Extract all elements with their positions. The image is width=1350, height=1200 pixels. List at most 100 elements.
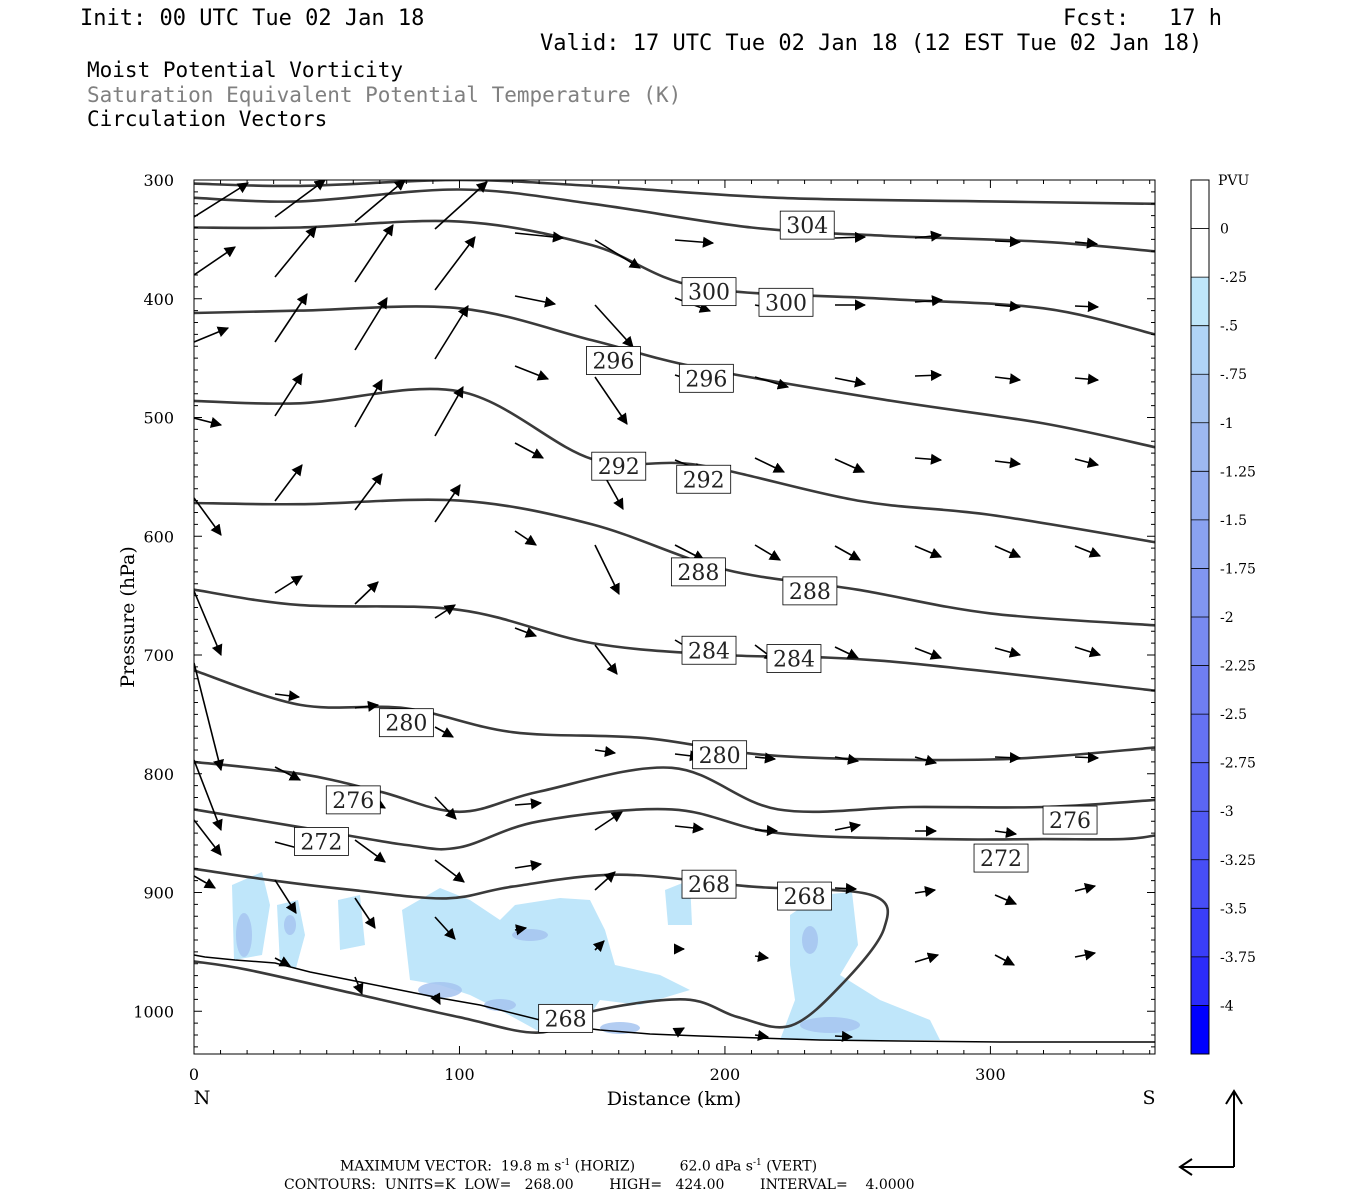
colorbar-swatch xyxy=(1191,471,1209,521)
colorbar-level-label: 0 xyxy=(1220,222,1229,238)
circulation-vector xyxy=(594,644,618,675)
colorbar-unit: PVU xyxy=(1218,173,1250,189)
horiz-unit: m s xyxy=(536,1158,562,1175)
contour-label: 284 xyxy=(688,639,730,664)
contour-288 xyxy=(194,498,1155,627)
colorbar-swatch xyxy=(1191,811,1209,861)
pv-region xyxy=(402,888,690,1032)
circulation-vector xyxy=(754,1029,770,1042)
circulation-vector xyxy=(434,236,476,291)
circulation-vector xyxy=(274,464,303,502)
contour-284 xyxy=(194,588,1155,692)
horiz-value: 19.8 xyxy=(500,1158,533,1175)
colorbar-swatch xyxy=(1191,325,1209,375)
colorbar-swatch xyxy=(1191,762,1209,812)
max-vector-label: MAXIMUM VECTOR: xyxy=(340,1158,492,1175)
contour-280 xyxy=(194,669,1155,762)
contour-label-box xyxy=(378,708,434,738)
circulation-vector xyxy=(994,373,1022,385)
theta-e-contours xyxy=(194,180,1155,1034)
x-tick-label: 100 xyxy=(444,1065,475,1084)
circulation-vector xyxy=(434,484,461,523)
circulation-vector xyxy=(194,819,222,856)
circulation-vector xyxy=(354,379,383,428)
colorbar-swatch xyxy=(1191,617,1209,667)
contour-label: 276 xyxy=(332,789,374,814)
contour-label-box xyxy=(777,881,832,911)
circulation-vector xyxy=(834,1030,854,1042)
circulation-vector xyxy=(430,992,441,1005)
circulation-vector xyxy=(914,754,938,766)
circulation-vector xyxy=(834,821,862,833)
contour-label: 280 xyxy=(385,712,427,737)
circulation-vector xyxy=(194,497,222,536)
circulation-vector xyxy=(514,859,543,872)
contour-label-box xyxy=(586,346,641,375)
colorbar-swatch xyxy=(1191,568,1209,618)
horiz-tag: (HORIZ) xyxy=(574,1158,636,1175)
colorbar-level-label: -3.75 xyxy=(1220,950,1256,966)
circulation-vector xyxy=(594,871,616,891)
pv-colorbar: 0 -.25 -.5 -.75 -1 -1.25 -1.5 -1.75 -2 -2.25 -2.5 -… xyxy=(1190,179,1256,1055)
circulation-vector xyxy=(594,376,628,425)
contour-276 xyxy=(194,760,1155,814)
contour-label-box xyxy=(766,644,822,673)
circulation-vector xyxy=(514,442,544,459)
circulation-vector xyxy=(194,417,223,428)
circulation-vector xyxy=(434,181,488,230)
contour-label-box xyxy=(758,287,814,317)
circulation-vector xyxy=(274,180,326,218)
circulation-vector xyxy=(994,752,1022,764)
pv-core xyxy=(236,913,252,957)
colorbar-level-label: -3.25 xyxy=(1220,853,1256,869)
contour-272 xyxy=(194,807,1155,851)
vert-tag: (VERT) xyxy=(766,1158,818,1175)
colorbar-level-label: -.75 xyxy=(1220,367,1247,383)
circulation-vector xyxy=(674,822,705,834)
circulation-vector xyxy=(434,726,454,738)
circulation-vector xyxy=(914,952,940,964)
circulation-vector xyxy=(994,827,1018,839)
contour-label: 292 xyxy=(598,455,640,480)
x-axis-label: Distance (km) xyxy=(607,1088,742,1110)
circulation-vector xyxy=(354,473,383,511)
circulation-vector xyxy=(1074,373,1100,385)
circulation-vector xyxy=(354,581,379,605)
circulation-vector xyxy=(994,300,1022,312)
circulation-vector xyxy=(354,180,406,223)
horiz-exponent: -1 xyxy=(561,1158,571,1168)
circulation-vector xyxy=(914,369,943,381)
circulation-vector xyxy=(274,293,308,343)
circulation-vector xyxy=(274,690,301,702)
circulation-vector xyxy=(514,530,537,546)
colorbar-level-label: -1.75 xyxy=(1220,561,1256,577)
y-tick-label: 700 xyxy=(143,646,174,665)
circulation-vector xyxy=(914,295,944,307)
circulation-vector xyxy=(834,545,861,561)
colorbar-level-label: -2.5 xyxy=(1220,707,1247,723)
circulation-vector xyxy=(274,879,297,914)
y-tick-label: 600 xyxy=(143,527,174,546)
contour-296 xyxy=(194,305,1155,449)
circulation-vector xyxy=(1074,646,1102,658)
contour-label-box xyxy=(779,210,835,240)
plot-frame xyxy=(193,179,1156,1055)
colorbar-swatch xyxy=(1191,1005,1209,1055)
field-title-thetae: Saturation Equivalent Potential Temperat… xyxy=(87,83,682,107)
colorbar-swatch xyxy=(1191,374,1209,424)
colorbar-level-label: -.25 xyxy=(1220,270,1247,286)
south-label: S xyxy=(1142,1087,1155,1109)
reference-vector xyxy=(1178,1089,1243,1176)
contour-label-box xyxy=(676,464,732,494)
circulation-vector xyxy=(994,545,1022,559)
contour-300 xyxy=(194,219,1155,336)
contour-label-box xyxy=(681,635,737,665)
contour-label: 300 xyxy=(688,281,730,306)
y-axis-label: Pressure (hPa) xyxy=(117,546,139,688)
contour-label-box xyxy=(782,576,838,606)
circulation-vector xyxy=(194,759,223,832)
circulation-vector xyxy=(354,839,386,863)
contour-label: 272 xyxy=(980,847,1022,872)
circulation-vector xyxy=(994,894,1018,906)
